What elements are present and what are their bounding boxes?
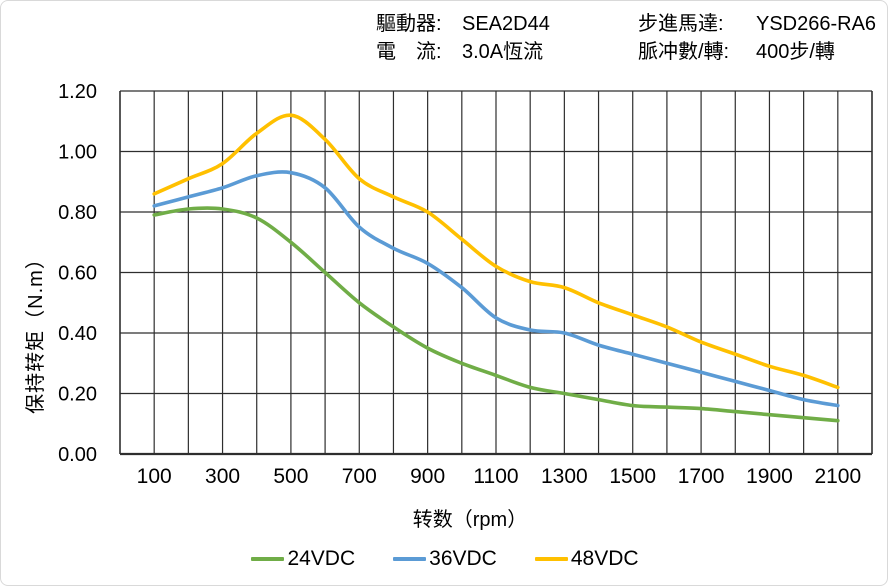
legend-swatch-48vdc <box>534 557 568 561</box>
motor-value: YSD266-RA6 <box>756 13 877 35</box>
legend-item-36vdc: 36VDC <box>393 547 497 571</box>
y-tick-label: 0.40 <box>58 323 97 345</box>
curve-48VDC <box>152 113 840 390</box>
x-tick-label: 1700 <box>678 465 725 488</box>
torque-speed-plot: 100 300 500 700 900 1100 1300 1500 1700 1900 2100 0… <box>58 81 873 488</box>
legend-item-48vdc: 48VDC <box>534 547 639 571</box>
curve-24VDC <box>152 206 840 423</box>
curve-36VDC <box>152 170 840 408</box>
x-tick-label: 300 <box>205 465 240 488</box>
header-left-column: 驅動器: SEA2D44 電 流: 3.0A恆流 <box>376 10 550 66</box>
motor-label: 步進馬達: <box>638 13 724 35</box>
legend-swatch-24vdc <box>251 557 285 561</box>
pulses-field: 脈冲數/轉: 400步/轉 <box>638 38 876 66</box>
header-right-column: 步進馬達: YSD266-RA6 脈冲數/轉: 400步/轉 <box>638 10 876 66</box>
y-tick-label: 0.20 <box>58 384 97 406</box>
x-tick-label: 2100 <box>814 465 861 488</box>
x-tick-label: 100 <box>137 465 172 488</box>
x-tick-label: 900 <box>410 465 445 488</box>
legend-label-24vdc: 24VDC <box>287 547 356 570</box>
x-tick-label: 1100 <box>473 465 518 488</box>
current-value: 3.0A恆流 <box>462 41 544 63</box>
legend-label-36vdc: 36VDC <box>429 547 497 570</box>
x-tick-label: 1300 <box>541 465 588 488</box>
y-tick-label: 0.80 <box>58 202 97 224</box>
x-tick-label: 700 <box>342 465 377 488</box>
x-tick-label: 500 <box>273 465 308 488</box>
driver-field: 驅動器: SEA2D44 <box>376 10 550 38</box>
chart-legend: 24VDC 36VDC 48VDC <box>1 547 887 571</box>
driver-value: SEA2D44 <box>462 13 550 35</box>
motor-field: 步進馬達: YSD266-RA6 <box>638 10 876 38</box>
legend-label-48vdc: 48VDC <box>570 547 639 570</box>
current-label: 電 流: <box>376 41 442 63</box>
y-tick-label: 1.00 <box>58 142 97 164</box>
pulses-label: 脈冲數/轉: <box>638 41 730 63</box>
current-field: 電 流: 3.0A恆流 <box>376 38 550 66</box>
legend-swatch-36vdc <box>393 557 427 561</box>
driver-label: 驅動器: <box>376 13 442 35</box>
x-tick-label: 1900 <box>746 465 793 488</box>
legend-item-24vdc: 24VDC <box>251 547 355 571</box>
y-tick-label: 0.60 <box>58 263 97 285</box>
x-axis-title: 转数（rpm） <box>412 509 528 531</box>
y-tick-label: 0.00 <box>58 444 97 466</box>
x-tick-label: 1500 <box>609 465 656 488</box>
pulses-value: 400步/轉 <box>756 41 835 63</box>
y-tick-label: 1.20 <box>58 81 97 103</box>
